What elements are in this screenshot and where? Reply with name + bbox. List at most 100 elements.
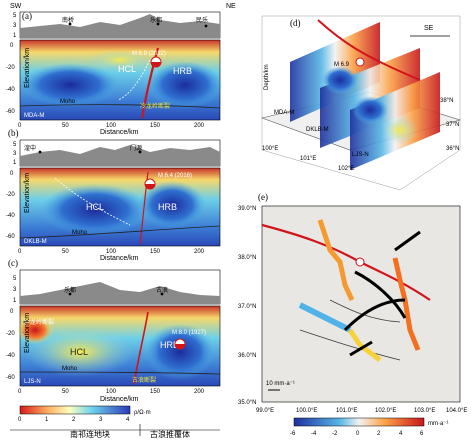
panel-a-ytick-top-1: 5 (13, 13, 17, 19)
panel-a-moho: Moho (60, 99, 76, 105)
panel-a-event: M 6.9 (2022) (132, 51, 166, 57)
res-tick-1: 0 (18, 417, 22, 423)
panel-e: (e) 10 mm·a⁻¹ 39.0°N 38.0°N 37.0°N 36.0°… (238, 192, 467, 414)
panel-e-arrow-1 (394, 230, 421, 252)
panel-e-lat-1: 39.0°N (238, 206, 256, 212)
panel-d-lat-2: 37°N (446, 122, 459, 128)
panel-a-fault (140, 47, 160, 119)
panel-a-xlabel: Distance/km (100, 129, 139, 136)
panel-c-town-2: 古浪 (156, 286, 168, 294)
panel-e-frame (261, 205, 461, 403)
panel-e-lat-2: 38.0°N (238, 255, 256, 261)
panel-e-beachball (355, 257, 365, 267)
panel-e-lat-3: 37.0°N (238, 304, 256, 310)
panel-b-xtick-3: 100 (106, 249, 117, 255)
panel-c-red-anomaly (17, 316, 53, 344)
panel-a-ytick-3: -40 (6, 87, 15, 93)
panel-b-hcl: HCL (86, 202, 104, 212)
panel-a-fault-label: 冷龙岭断裂 (140, 102, 170, 110)
vel-tick-5: 2 (377, 431, 381, 437)
panel-a-resistor (90, 50, 150, 70)
panel-d-model-3: LJS-N (352, 152, 369, 158)
panel-b-town-dot-2 (138, 150, 142, 154)
panel-e-lon-5: 103.0°E (414, 408, 435, 414)
panel-e-arrow-2 (354, 270, 407, 319)
panel-a-ytick-2: -20 (6, 65, 15, 71)
panel-e-label: (e) (258, 192, 268, 202)
vel-tick-3: -2 (332, 431, 338, 437)
panel-b-ytick-1: 0 (10, 171, 14, 177)
panel-a-town-dot-3 (204, 24, 208, 28)
panel-d-lon-2: 101°E (300, 156, 316, 162)
panel-b-xlabel: Distance/km (100, 255, 139, 262)
panel-d-direction: SE (424, 25, 434, 32)
panel-b-xtick-2: 50 (62, 249, 69, 255)
panel-b-ylabel: Elevation/km (24, 173, 31, 213)
velocity-colorbar-bar (293, 417, 425, 427)
panel-a-beachball-fill (151, 62, 161, 67)
panel-a-xtick-1: 0 (18, 123, 22, 129)
panel-b-conductor-right (138, 181, 206, 229)
panel-a-end-left: SW (10, 3, 22, 10)
panel-c-town-dot-1 (68, 292, 72, 296)
res-tick-5: 4 (126, 417, 130, 423)
panel-c-ytick-3: -40 (6, 353, 15, 359)
panel-b-ytick-top-3: 1 (13, 160, 17, 166)
panel-a-hcl: HCL (118, 64, 136, 74)
panel-e-arrow-4 (349, 340, 373, 357)
panel-e-profile-4 (347, 328, 382, 362)
panel-e-fault-2 (329, 299, 401, 323)
panel-d-model-1: MDA-M (274, 110, 294, 116)
resistivity-colorbar: 0 1 2 3 4 ρ/Ω·m 南祁连地块 古浪推覆体 (10, 405, 220, 439)
panel-c-model: LJS-N (24, 379, 41, 385)
panel-d-fault (317, 19, 421, 81)
vel-tick-7: 6 (420, 431, 424, 437)
panel-b-boundary (54, 177, 131, 226)
panel-b-ytick-4: -60 (6, 234, 15, 240)
panel-b-xtick-5: 200 (194, 249, 205, 255)
panel-c-xtick-4: 150 (150, 389, 161, 395)
panel-c-xtick-5: 200 (194, 389, 205, 395)
panel-d-lat-1: 38°N (440, 98, 453, 104)
panel-a-conductor-right (147, 61, 223, 109)
panel-a-end-right: NE (226, 3, 236, 10)
panel-c-ytick-2: -20 (6, 331, 15, 337)
panel-e-lon-2: 100.0°E (296, 408, 317, 414)
vel-tick-2: -4 (311, 431, 317, 437)
panel-a-ylabel: Elevation/km (24, 48, 31, 88)
panel-d-lon-3: 102°E (338, 166, 354, 172)
panel-a-moho-line (19, 104, 221, 109)
panel-c-fault (133, 311, 149, 385)
panel-c-ytick-4: -60 (6, 375, 15, 381)
panel-a-boundary (117, 59, 151, 101)
panel-a-xtick-3: 100 (106, 123, 117, 129)
panel-b-moho-line (19, 225, 221, 239)
panel-b-town-dot-1 (38, 150, 42, 154)
panel-b-beachball-fill (145, 184, 155, 189)
panel-a-ytick-top-3: 1 (13, 33, 17, 39)
panel-a-town-dot-2 (156, 22, 160, 26)
panel-e-lon-6: 104.0°E (446, 408, 467, 414)
panel-e-fault-3 (299, 329, 401, 361)
panel-a-label: (a) (22, 11, 32, 21)
panel-a-town-dot-1 (68, 22, 72, 26)
panel-c-ylabel: Elevation/km (24, 313, 31, 353)
panel-b-ytick-top-2: 3 (13, 151, 17, 157)
panel-c-fault-left-label: 冷龙岭断裂 (24, 318, 54, 326)
panel-e-arrow-3 (343, 298, 406, 332)
panel-a-conductor-left (20, 63, 120, 107)
panel-b-ytick-2: -20 (6, 192, 15, 198)
res-tick-4: 3 (99, 417, 103, 423)
panel-b-xtick-4: 150 (150, 249, 161, 255)
panel-a-xtick-5: 200 (194, 123, 205, 129)
panel-b-xtick-1: 0 (18, 249, 22, 255)
panel-d-depth-label: Depth/km (264, 64, 270, 90)
res-tick-2: 1 (45, 417, 49, 423)
panel-c-ytick-top-1: 5 (13, 276, 17, 282)
panel-a-topo (20, 14, 220, 38)
panel-a-town-2: 乐都 (150, 16, 162, 24)
panel-d-blob-3 (382, 116, 418, 144)
panel-d-blob-2 (352, 96, 388, 124)
vel-unit: mm·a⁻¹ (428, 421, 449, 427)
